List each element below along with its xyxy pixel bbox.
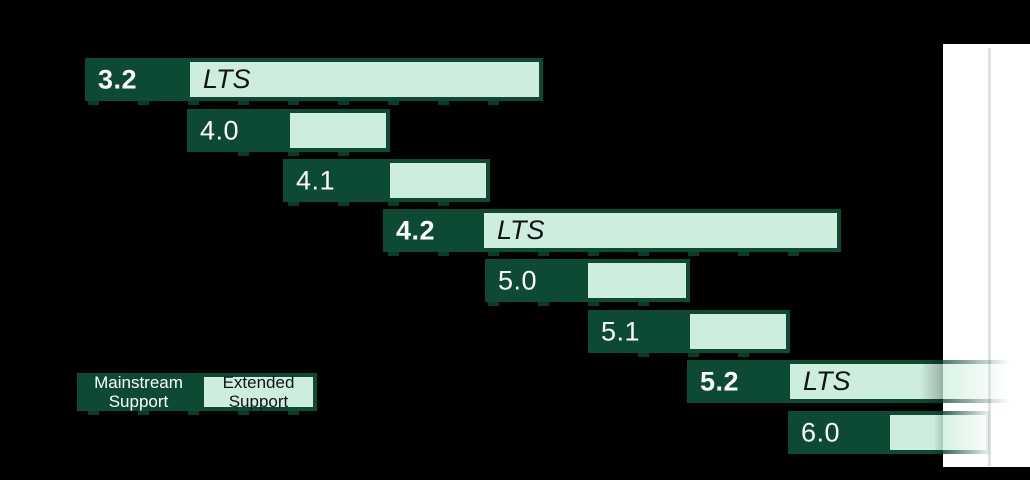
version-bar-5.1: 5.1 bbox=[588, 310, 790, 357]
axis-tick bbox=[288, 202, 299, 206]
version-label: 4.1 bbox=[296, 165, 336, 195]
axis-tick bbox=[538, 252, 549, 256]
axis-tick bbox=[488, 252, 499, 256]
axis-tick bbox=[788, 252, 799, 256]
axis-tick bbox=[338, 152, 349, 156]
extended-support-segment bbox=[588, 263, 686, 298]
version-label: 5.1 bbox=[601, 316, 641, 346]
axis-tick bbox=[188, 101, 199, 105]
axis-tick bbox=[888, 403, 899, 407]
axis-tick bbox=[788, 403, 799, 407]
lts-tag: LTS bbox=[203, 64, 251, 94]
axis-tick bbox=[388, 101, 399, 105]
axis-tick bbox=[388, 252, 399, 256]
lts-tag: LTS bbox=[803, 366, 851, 396]
version-label: 4.0 bbox=[200, 115, 240, 145]
legend-extended-label: Extended Support bbox=[222, 373, 295, 411]
axis-tick bbox=[838, 454, 849, 458]
extended-support-segment: LTS bbox=[790, 364, 1026, 399]
axis-tick bbox=[838, 403, 849, 407]
version-bar-4.0: 4.0 bbox=[187, 109, 390, 156]
axis-tick bbox=[988, 403, 999, 407]
axis-tick bbox=[638, 252, 649, 256]
version-bar-4.1: 4.1 bbox=[283, 159, 490, 206]
axis-tick bbox=[438, 252, 449, 256]
extended-support-segment: LTS bbox=[190, 62, 539, 97]
axis-tick bbox=[938, 403, 949, 407]
axis-tick bbox=[138, 411, 149, 415]
axis-tick bbox=[88, 411, 99, 415]
axis-tick bbox=[288, 411, 299, 415]
extended-support-segment: LTS bbox=[484, 213, 837, 248]
version-label: 3.2 bbox=[98, 64, 138, 94]
legend-mainstream-label: Mainstream Support bbox=[94, 373, 183, 411]
axis-tick bbox=[238, 101, 249, 105]
axis-tick bbox=[338, 101, 349, 105]
version-bar-5.2: 5.2 LTS bbox=[687, 360, 1030, 407]
axis-tick bbox=[488, 302, 499, 306]
axis-tick bbox=[588, 252, 599, 256]
version-bar-3.2: 3.2 LTS bbox=[85, 58, 543, 105]
axis-tick bbox=[688, 353, 699, 357]
axis-tick bbox=[288, 152, 299, 156]
extended-support-segment bbox=[290, 113, 386, 148]
axis-tick bbox=[938, 454, 949, 458]
axis-tick bbox=[438, 202, 449, 206]
version-bar-4.2: 4.2 LTS bbox=[383, 209, 841, 256]
axis-tick bbox=[88, 101, 99, 105]
today-gridline bbox=[988, 48, 991, 466]
version-bar-5.0: 5.0 bbox=[485, 259, 690, 306]
axis-tick bbox=[738, 403, 749, 407]
axis-tick bbox=[238, 152, 249, 156]
axis-tick bbox=[888, 454, 899, 458]
legend-extended-support: Extended Support bbox=[200, 373, 317, 411]
axis-tick bbox=[488, 101, 499, 105]
axis-tick bbox=[188, 411, 199, 415]
axis-tick bbox=[388, 202, 399, 206]
axis-tick bbox=[638, 353, 649, 357]
version-bar-6.0: 6.0 bbox=[788, 411, 990, 458]
extended-support-segment bbox=[690, 314, 786, 349]
version-label: 4.2 bbox=[396, 215, 436, 245]
extended-support-segment bbox=[890, 415, 986, 450]
lts-tag: LTS bbox=[497, 215, 545, 245]
axis-tick bbox=[538, 302, 549, 306]
axis-tick bbox=[688, 252, 699, 256]
axis-tick bbox=[338, 202, 349, 206]
extended-support-segment bbox=[390, 163, 486, 198]
version-label: 6.0 bbox=[801, 417, 841, 447]
axis-tick bbox=[438, 101, 449, 105]
axis-tick bbox=[738, 252, 749, 256]
axis-tick bbox=[238, 411, 249, 415]
axis-tick bbox=[638, 302, 649, 306]
version-label: 5.0 bbox=[498, 265, 538, 295]
axis-tick bbox=[588, 302, 599, 306]
version-label: 5.2 bbox=[700, 366, 740, 396]
legend-mainstream-support: Mainstream Support bbox=[77, 373, 200, 411]
axis-tick bbox=[738, 353, 749, 357]
axis-tick bbox=[138, 101, 149, 105]
legend: Mainstream Support Extended Support bbox=[77, 373, 317, 415]
axis-tick bbox=[288, 101, 299, 105]
